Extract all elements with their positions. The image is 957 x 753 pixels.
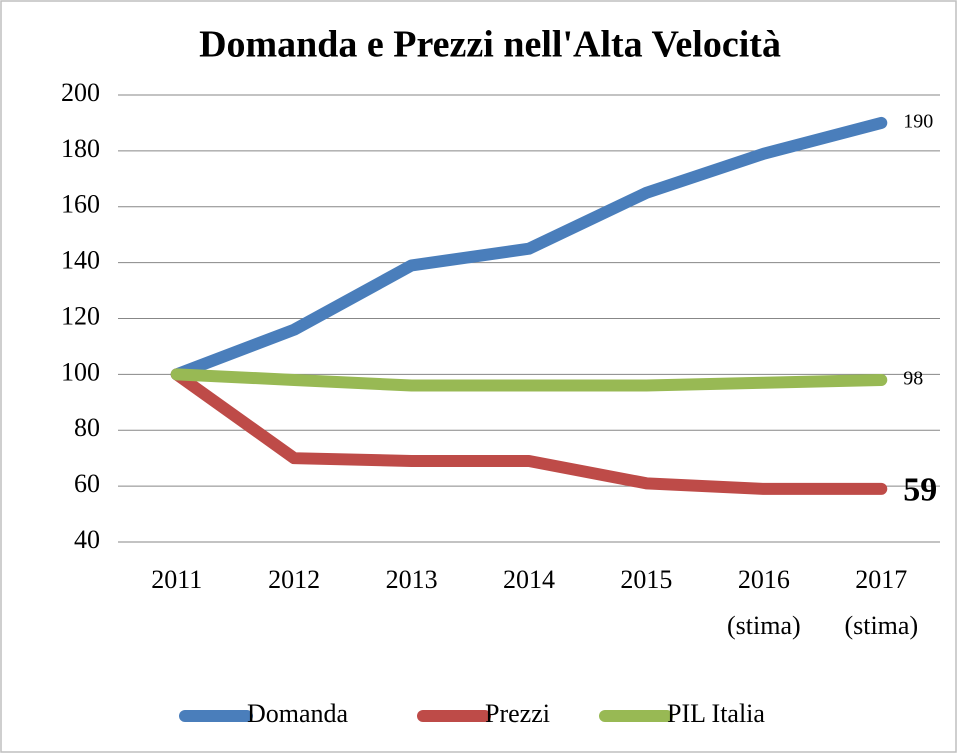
y-tick-label: 100 — [61, 357, 100, 386]
x-tick-label: 2013 — [386, 565, 438, 594]
x-tick-label: 2012 — [268, 565, 320, 594]
series-line — [170, 368, 888, 392]
chart-title: Domanda e Prezzi nell'Alta Velocità — [199, 24, 781, 66]
x-tick-label: 2015 — [620, 565, 672, 594]
x-tick-label: 2011 — [151, 565, 202, 594]
y-tick-label: 160 — [61, 190, 100, 219]
y-tick-label: 180 — [61, 134, 100, 163]
data-label: 98 — [903, 368, 923, 390]
legend-label: Domanda — [247, 699, 349, 728]
y-tick-label: 80 — [74, 413, 100, 442]
x-tick-label: 2017 (stima) — [844, 565, 918, 640]
y-tick-label: 40 — [74, 525, 100, 554]
x-tick-label: 2016 (stima) — [727, 565, 801, 640]
x-tick-label: 2014 — [503, 565, 555, 594]
legend-label: PIL Italia — [667, 699, 765, 728]
y-tick-label: 60 — [74, 469, 100, 498]
y-tick-label: 120 — [61, 301, 100, 330]
y-tick-label: 200 — [61, 78, 100, 107]
y-tick-label: 140 — [61, 246, 100, 275]
series-line — [170, 116, 888, 381]
data-label: 59 — [903, 472, 937, 509]
series-line — [170, 368, 888, 495]
data-label: 190 — [903, 111, 933, 133]
legend-label: Prezzi — [485, 699, 550, 728]
